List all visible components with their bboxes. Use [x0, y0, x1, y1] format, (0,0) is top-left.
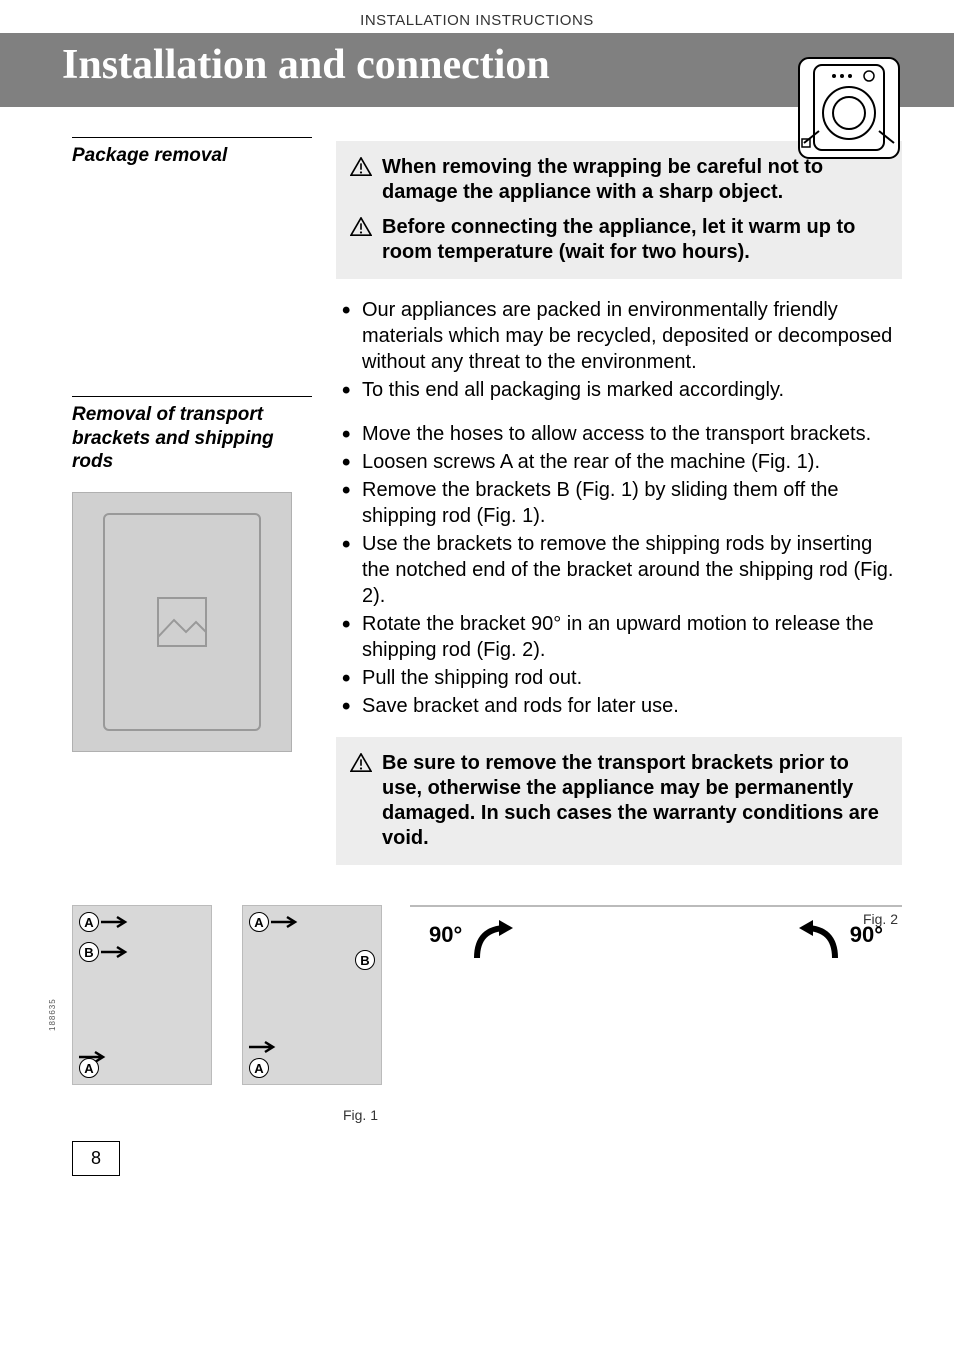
bullet-item: Rotate the bracket 90° in an upward moti… — [336, 611, 894, 663]
side-code: 188635 — [48, 998, 57, 1031]
callout-A: A — [79, 1058, 99, 1078]
curved-arrow-icon — [469, 916, 519, 966]
warning-triangle-icon — [350, 753, 372, 773]
header-band: Installation and connection — [0, 33, 954, 107]
bullet-item: To this end all packaging is marked acco… — [336, 377, 894, 403]
arrow-icon — [101, 945, 131, 959]
callout-A: A — [249, 1058, 269, 1078]
appliance-rear-photo — [72, 492, 292, 752]
figure-1-caption: Fig. 1 — [72, 1103, 382, 1123]
eyebrow-text: INSTALLATION INSTRUCTIONS — [0, 0, 954, 33]
arrow-icon — [271, 915, 301, 929]
bullet-list-packaging: Our appliances are packed in environment… — [336, 297, 902, 403]
arrow-icon — [101, 915, 131, 929]
bullet-item: Pull the shipping rod out. — [336, 665, 894, 691]
warning-text-2: Before connecting the appliance, let it … — [382, 215, 884, 265]
bullet-item: Save bracket and rods for later use. — [336, 693, 894, 719]
angle-label-right: 90° — [850, 922, 883, 948]
callout-A: A — [79, 912, 99, 932]
callout-A: A — [249, 912, 269, 932]
curved-arrow-icon — [793, 916, 843, 966]
callout-B: B — [355, 950, 375, 970]
bullet-item: Use the brackets to remove the shipping … — [336, 531, 894, 609]
figures-row: A B A A — [0, 883, 954, 1123]
bullet-list-removal: Move the hoses to allow access to the tr… — [336, 421, 902, 719]
bullet-item: Our appliances are packed in environment… — [336, 297, 894, 375]
right-column: When removing the wrapping be careful no… — [336, 137, 902, 883]
left-column: Package removal Removal of transport bra… — [72, 137, 312, 883]
warning-block-bottom: Be sure to remove the transport brackets… — [336, 737, 902, 865]
footer: 8 — [0, 1123, 954, 1200]
washer-icon — [794, 53, 904, 163]
figure-1-right: A B A — [242, 905, 382, 1085]
warning-triangle-icon — [350, 157, 372, 177]
figure-1-left: A B A — [72, 905, 212, 1085]
section-heading-package-removal: Package removal — [72, 137, 312, 168]
bullet-item: Remove the brackets B (Fig. 1) by slidin… — [336, 477, 894, 529]
arrow-icon — [249, 1040, 279, 1054]
bullet-item: Loosen screws A at the rear of the machi… — [336, 449, 894, 475]
bullet-item: Move the hoses to allow access to the tr… — [336, 421, 894, 447]
section-heading-transport-brackets: Removal of transport brackets and shippi… — [72, 396, 312, 474]
callout-B: B — [79, 942, 99, 962]
figure-2: 90° 90° — [410, 905, 902, 907]
page-number: 8 — [72, 1141, 120, 1176]
warning-text-3: Be sure to remove the transport brackets… — [382, 751, 884, 851]
angle-label-left: 90° — [429, 922, 462, 948]
placeholder-icon — [152, 592, 212, 652]
warning-triangle-icon — [350, 217, 372, 237]
